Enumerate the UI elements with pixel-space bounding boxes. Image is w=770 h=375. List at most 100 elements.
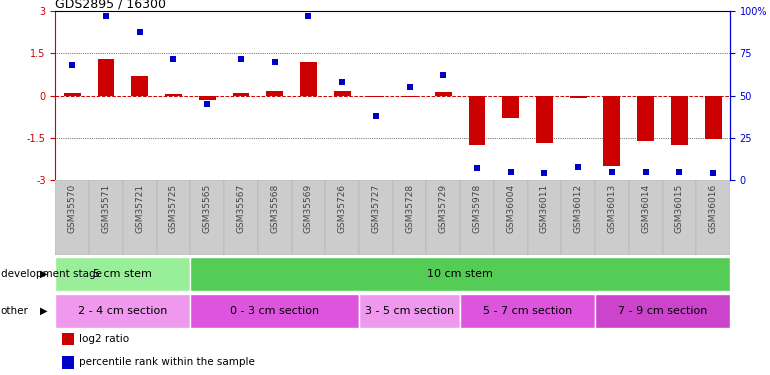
Bar (595, 180, 629, 255)
Text: GSM35726: GSM35726 (337, 184, 346, 233)
Text: GSM35978: GSM35978 (473, 184, 481, 233)
Bar (460, 180, 494, 255)
Text: 5 - 7 cm section: 5 - 7 cm section (483, 306, 572, 316)
Bar (190, 294, 359, 328)
Text: other: other (1, 306, 28, 316)
Bar (427, 180, 460, 255)
Point (100, 13, 112, 19)
Bar (190, 180, 224, 255)
Bar (536, 96, 553, 144)
Text: log2 ratio: log2 ratio (79, 334, 129, 344)
Bar (55, 257, 190, 291)
Point (201, 101, 213, 107)
Text: GSM35569: GSM35569 (304, 184, 313, 233)
Bar (258, 180, 292, 255)
Bar (671, 96, 688, 145)
Bar (165, 94, 182, 96)
Text: GSM35571: GSM35571 (102, 184, 111, 233)
Text: 0 - 3 cm section: 0 - 3 cm section (230, 306, 320, 316)
Text: GSM35565: GSM35565 (203, 184, 212, 233)
Text: 5 cm stem: 5 cm stem (93, 269, 152, 279)
Bar (696, 180, 730, 255)
Bar (401, 96, 418, 97)
Text: 3 - 5 cm section: 3 - 5 cm section (365, 306, 454, 316)
Bar (494, 180, 527, 255)
Text: GSM36015: GSM36015 (675, 184, 684, 233)
Bar (325, 180, 359, 255)
Bar (55, 294, 190, 328)
Point (538, 170, 551, 176)
Bar (156, 180, 190, 255)
Bar (64, 93, 81, 96)
Bar (359, 294, 460, 328)
Bar (460, 294, 595, 328)
Point (639, 169, 651, 175)
Point (606, 169, 618, 175)
Text: 10 cm stem: 10 cm stem (427, 269, 493, 279)
Point (302, 13, 314, 19)
Bar (300, 62, 316, 96)
Point (470, 165, 484, 171)
Bar (62, 356, 75, 369)
Point (66, 62, 79, 68)
Point (403, 84, 416, 90)
Text: GSM35570: GSM35570 (68, 184, 77, 233)
Bar (595, 294, 730, 328)
Bar (89, 180, 123, 255)
Bar (502, 96, 519, 118)
Bar (266, 92, 283, 96)
Bar (662, 180, 696, 255)
Point (370, 113, 382, 119)
Text: GSM36011: GSM36011 (540, 184, 549, 233)
Bar (527, 180, 561, 255)
Bar (292, 180, 325, 255)
Bar (132, 76, 148, 96)
Bar (123, 180, 156, 255)
Bar (705, 96, 721, 139)
Point (707, 170, 719, 176)
Point (572, 164, 584, 170)
Bar (62, 333, 75, 345)
Text: GSM36016: GSM36016 (708, 184, 718, 233)
Point (437, 72, 450, 78)
Bar (561, 180, 595, 255)
Bar (199, 96, 216, 100)
Point (167, 56, 179, 62)
Text: development stage: development stage (1, 269, 102, 279)
Bar (224, 180, 258, 255)
Bar (638, 96, 654, 141)
Bar (367, 96, 384, 97)
Bar (333, 91, 350, 96)
Point (269, 59, 281, 65)
Text: GSM36012: GSM36012 (574, 184, 583, 233)
Bar (570, 96, 587, 99)
Text: 2 - 4 cm section: 2 - 4 cm section (79, 306, 168, 316)
Text: GSM36013: GSM36013 (608, 184, 617, 233)
Text: GSM35568: GSM35568 (270, 184, 280, 233)
Text: GSM36014: GSM36014 (641, 184, 650, 233)
Text: ▶: ▶ (40, 269, 48, 279)
Text: GSM35567: GSM35567 (236, 184, 246, 233)
Text: percentile rank within the sample: percentile rank within the sample (79, 357, 255, 368)
Text: GSM35729: GSM35729 (439, 184, 448, 233)
Bar (435, 92, 452, 96)
Bar (233, 93, 249, 96)
Point (235, 56, 247, 62)
Bar (190, 257, 730, 291)
Text: GSM35727: GSM35727 (371, 184, 380, 233)
Text: GSM35721: GSM35721 (136, 184, 144, 233)
Bar (629, 180, 662, 255)
Text: GSM36004: GSM36004 (506, 184, 515, 233)
Text: GSM35728: GSM35728 (405, 184, 414, 233)
Bar (98, 59, 115, 96)
Text: 7 - 9 cm section: 7 - 9 cm section (618, 306, 707, 316)
Point (336, 79, 348, 85)
Bar (604, 96, 621, 166)
Text: GSM35725: GSM35725 (169, 184, 178, 233)
Text: GDS2895 / 16300: GDS2895 / 16300 (55, 0, 166, 10)
Bar (359, 180, 393, 255)
Bar (55, 180, 89, 255)
Point (504, 169, 517, 175)
Point (134, 28, 146, 34)
Bar (469, 96, 485, 145)
